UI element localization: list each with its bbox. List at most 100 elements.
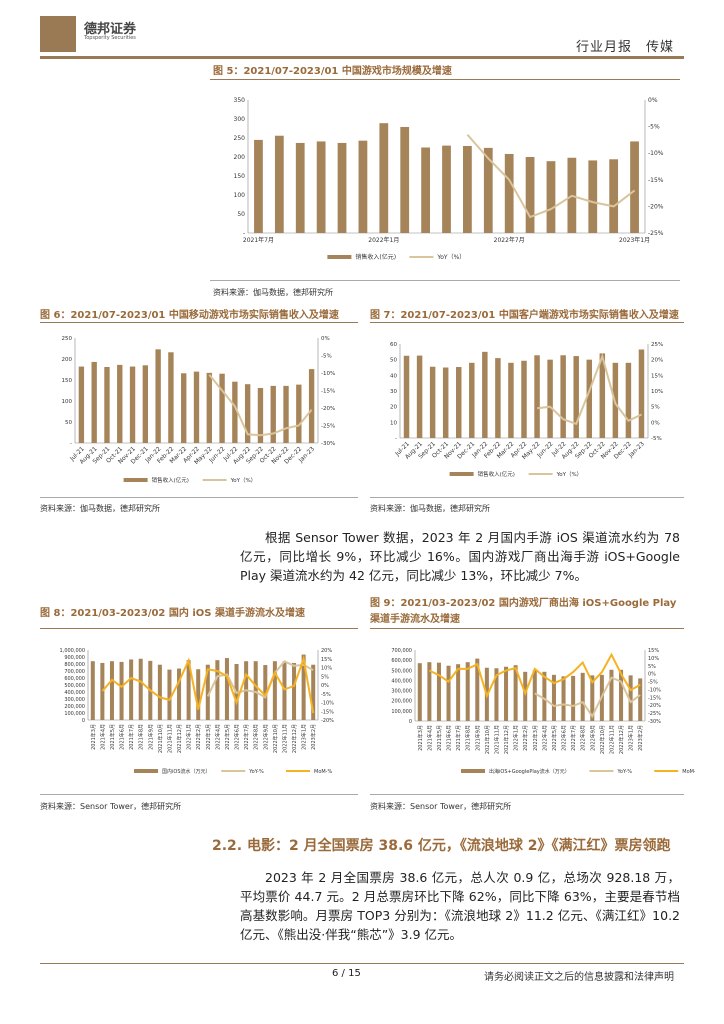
x-tick-label: 2022年1月 bbox=[368, 236, 399, 244]
fig9-title: 图 9：2021/03-2023/02 国内游戏厂商出海 iOS+Google … bbox=[370, 598, 677, 625]
y2-tick-label: -5% bbox=[321, 354, 332, 360]
bar bbox=[295, 142, 305, 233]
y2-tick-label: -10% bbox=[321, 371, 335, 377]
y-tick-label: 200 bbox=[62, 357, 73, 363]
bar bbox=[91, 361, 97, 443]
bar bbox=[167, 669, 172, 720]
x-tick-label: 2021年11月 bbox=[166, 724, 173, 753]
x-tick-label: 2021年10月 bbox=[157, 724, 164, 753]
x-tick-label: 2022年5月 bbox=[224, 724, 231, 750]
bar bbox=[547, 359, 553, 438]
y2-tick-label: -5% bbox=[648, 124, 660, 131]
fig7-source-rule bbox=[370, 497, 684, 498]
y2-tick-label: -15% bbox=[648, 177, 664, 184]
y2-tick-label: 15% bbox=[651, 373, 663, 379]
y2-tick-label: 15% bbox=[321, 657, 332, 663]
x-tick-label: 2022年10月 bbox=[272, 724, 279, 753]
bar bbox=[157, 664, 162, 720]
fig8-rule bbox=[40, 628, 358, 629]
fig9-chart: 0 100,000 200,000 300,000 400,000 500,000 600,… bbox=[391, 648, 695, 775]
y-tick-label: 400,000 bbox=[391, 678, 412, 684]
y-tick-label: 60 bbox=[390, 342, 397, 348]
x-tick-label: 2021年3月 bbox=[90, 724, 97, 750]
fig5-source: 资料来源：伽马数据，德邦研究所 bbox=[213, 288, 333, 297]
bar bbox=[465, 662, 470, 721]
y-tick-label: - bbox=[70, 441, 72, 447]
bar bbox=[403, 355, 410, 438]
x-tick-label: 2021年4月 bbox=[426, 725, 433, 751]
x-tick-label: 2022年7月 bbox=[243, 724, 250, 750]
legend-swatch-bar bbox=[134, 769, 158, 773]
x-tick-label: 2022年1月 bbox=[186, 724, 193, 750]
y2-tick-label: 5% bbox=[648, 664, 656, 670]
bar bbox=[551, 674, 556, 721]
x-tick-label: 2022年2月 bbox=[522, 725, 529, 751]
y-tick-label: 100,000 bbox=[64, 711, 85, 717]
y-tick-label: 700,000 bbox=[391, 648, 412, 654]
fig9-rule bbox=[370, 628, 684, 629]
bar bbox=[482, 351, 488, 438]
disclaimer: 请务必阅读正文之后的信息披露和法律声明 bbox=[484, 972, 674, 983]
section-heading: 2.2. 电影：2 月全国票房 38.6 亿元，《流浪地球 2》《满江红》票房领… bbox=[212, 838, 671, 854]
page-number: 6 / 15 bbox=[332, 968, 361, 979]
series-line-MoM-% bbox=[428, 652, 641, 699]
bar bbox=[560, 355, 566, 438]
legend-swatch-bar bbox=[449, 472, 474, 476]
y-tick-label: 400,000 bbox=[64, 690, 85, 696]
bar bbox=[270, 385, 276, 443]
y-tick-label: 50 bbox=[390, 358, 397, 364]
fig8-title: 图 8：2021/03-2023/02 国内 iOS 渠道手游流水及增速 bbox=[40, 608, 305, 619]
y-tick-label: 700,000 bbox=[64, 669, 85, 675]
x-tick-label: 2021年5月 bbox=[436, 725, 443, 751]
y-tick-label: - bbox=[243, 230, 245, 237]
bar bbox=[504, 153, 514, 233]
bar bbox=[521, 360, 527, 438]
paragraph-mobile-games: 根据 Sensor Tower 数据，2023 年 2 月国内手游 iOS 渠道… bbox=[240, 530, 680, 583]
bar bbox=[609, 159, 619, 233]
x-tick-label: 2022年1月 bbox=[513, 725, 520, 751]
bar bbox=[215, 660, 220, 720]
y-tick-label: 100,000 bbox=[391, 709, 412, 715]
bar bbox=[296, 384, 302, 443]
x-tick-label: 2023年1月 bbox=[301, 724, 308, 750]
bar bbox=[463, 145, 472, 233]
y-tick-label: 150 bbox=[62, 378, 73, 384]
bar bbox=[417, 663, 422, 721]
y-tick-label: 800,000 bbox=[64, 662, 85, 668]
y2-tick-label: -15% bbox=[648, 695, 661, 701]
y-tick-label: 0 bbox=[409, 719, 412, 725]
y2-tick-label: 25% bbox=[651, 342, 663, 348]
bar bbox=[523, 671, 528, 721]
bar bbox=[104, 366, 110, 443]
bar bbox=[534, 355, 540, 438]
series-line-YoY（%） bbox=[536, 353, 642, 426]
bar bbox=[573, 356, 579, 438]
y-tick-label: 300,000 bbox=[391, 689, 412, 695]
x-tick-label: 2022年4月 bbox=[214, 724, 221, 750]
y2-tick-label: 20% bbox=[321, 648, 332, 654]
y-tick-label: 100 bbox=[62, 399, 73, 405]
x-tick-label: 2021年4月 bbox=[99, 724, 106, 750]
bar bbox=[301, 654, 306, 720]
y-tick-label: 30 bbox=[390, 389, 397, 395]
legend-swatch-bar bbox=[123, 478, 148, 482]
bar bbox=[571, 675, 576, 721]
x-tick-label: 2022年11月 bbox=[281, 724, 288, 753]
y-tick-label: 900,000 bbox=[64, 655, 85, 661]
x-tick-label: 2021年11月 bbox=[493, 725, 500, 754]
y2-tick-label: -15% bbox=[321, 709, 334, 715]
bar bbox=[442, 367, 449, 438]
y2-tick-label: -25% bbox=[321, 424, 335, 430]
bar bbox=[257, 387, 264, 443]
bar bbox=[442, 145, 451, 233]
y-tick-label: 50 bbox=[237, 211, 245, 218]
bar bbox=[283, 385, 289, 443]
x-tick-label: 2021年6月 bbox=[119, 724, 126, 750]
x-tick-label: 2022年2月 bbox=[195, 724, 202, 750]
bar bbox=[138, 658, 143, 720]
fig5-rule bbox=[210, 79, 680, 80]
y2-tick-label: 0% bbox=[321, 683, 329, 689]
fig7-rule bbox=[370, 322, 684, 323]
legend-label: YoY-% bbox=[248, 769, 264, 775]
fig7-chart: -102030405060-5%0%5%10%15%20%25%Jul-21Au… bbox=[390, 342, 663, 478]
